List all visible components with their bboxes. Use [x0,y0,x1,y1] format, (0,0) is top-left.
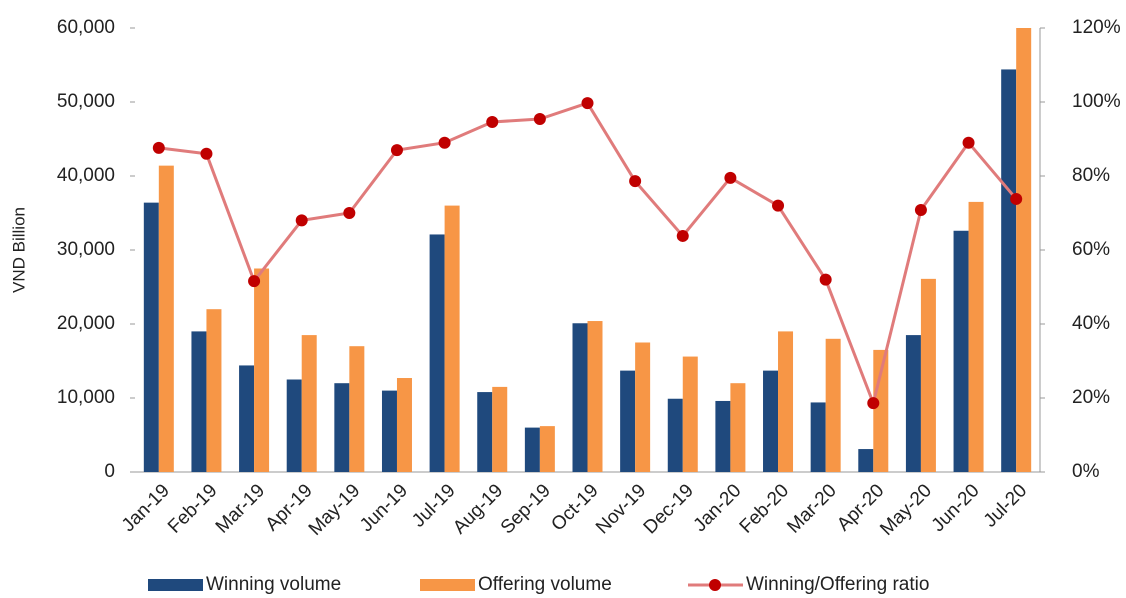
bar [254,268,270,472]
y2-tick-label: 40% [1072,313,1110,334]
y2-tick-label: 60% [1072,239,1110,260]
x-tick-label: Jan-19 [118,480,174,536]
bar [778,331,794,472]
bar [810,402,826,472]
line-marker [772,199,785,212]
line-marker [343,207,356,219]
bar [953,230,969,472]
x-tick-label: Feb-20 [736,480,793,537]
line-marker [438,136,451,149]
bar [730,383,746,472]
line-marker [1010,192,1023,205]
bar [920,278,936,472]
bar [763,370,779,472]
bar [968,201,984,472]
bar [635,342,651,472]
y-tick-label: 50,000 [57,91,115,112]
line-marker [819,273,832,286]
line-marker [152,141,165,154]
bar [429,234,445,472]
bar [587,321,603,472]
bar [539,426,555,472]
legend-marker [709,579,721,591]
bar [143,202,159,472]
y-tick-label: 40,000 [57,165,115,186]
bar [1016,28,1032,472]
line-marker [676,229,689,242]
line-marker [629,175,642,188]
legend-label: Offering volume [478,574,612,595]
bar [492,386,508,472]
bar [334,383,350,472]
bar [396,378,412,472]
line-marker [867,397,880,410]
bar [444,205,460,472]
bar [620,370,636,472]
x-tick-label: Jan-20 [690,480,746,536]
y-tick-label: 10,000 [57,387,115,408]
bar [858,449,874,472]
x-tick-label: Jun-20 [928,480,984,536]
y2-tick-label: 120% [1072,17,1121,38]
line-marker [390,144,403,157]
x-tick-label: Jul-20 [980,480,1031,531]
x-tick-label: Feb-19 [164,480,221,537]
line-marker [724,171,737,184]
line-marker [200,147,213,160]
bar [905,335,921,472]
x-tick-label: Aug-19 [449,480,507,538]
y2-tick-label: 0% [1072,461,1100,482]
bar [572,323,588,472]
y2-tick-label: 100% [1072,91,1121,112]
x-tick-label: Mar-19 [212,480,269,537]
bar [825,338,841,472]
bar [477,392,493,472]
bar [239,365,255,472]
x-tick-label: May-19 [305,480,365,540]
legend-label: Winning/Offering ratio [746,574,929,595]
y-tick-label: 60,000 [57,17,115,38]
x-tick-label: May-20 [876,480,936,540]
bar [524,427,540,472]
y-tick-label: 30,000 [57,239,115,260]
legend-label: Winning volume [206,574,341,595]
x-tick-label: Dec-19 [640,480,698,538]
y2-tick-label: 20% [1072,387,1110,408]
line-marker [533,113,546,126]
line-marker [962,136,975,149]
bar [667,398,683,472]
y-tick-label: 20,000 [57,313,115,334]
x-tick-label: Jun-19 [356,480,412,536]
bar [873,349,889,472]
line-marker [581,97,594,110]
bar [349,346,365,472]
bar [682,356,698,472]
x-tick-label: Mar-20 [783,480,840,537]
bar [1001,69,1017,472]
bar [206,309,222,472]
line-marker [914,204,927,217]
x-tick-label: Sep-19 [497,480,555,538]
bar [301,335,317,472]
y2-tick-label: 80% [1072,165,1110,186]
line-marker [486,115,499,128]
legend-swatch [148,579,203,591]
bar [286,379,302,472]
x-tick-label: Nov-19 [592,480,650,538]
bar [381,390,397,472]
bar [191,331,207,472]
line-marker [295,214,308,227]
line-marker [248,275,261,288]
bar [715,400,731,472]
y-axis-label: VND Billion [9,207,28,293]
y-tick-label: 0 [104,461,115,482]
bar [158,165,174,472]
legend-swatch [420,579,475,591]
